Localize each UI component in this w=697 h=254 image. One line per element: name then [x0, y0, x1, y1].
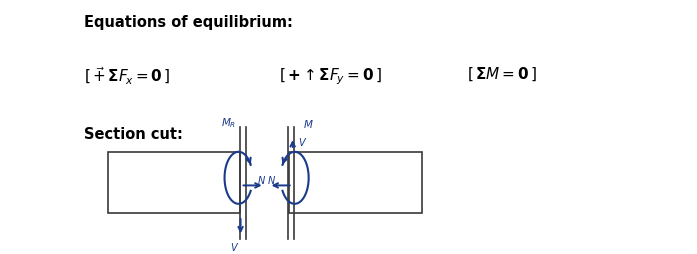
Text: N: N: [257, 177, 265, 186]
Text: Section cut:: Section cut:: [84, 127, 183, 142]
Text: $[\,\vec{+}\,\mathbf{\Sigma} \mathbf{\it{F}}_{\!\mathit{x}} = \mathbf{0}\,]$: $[\,\vec{+}\,\mathbf{\Sigma} \mathbf{\it…: [84, 66, 170, 87]
Text: $V$: $V$: [230, 241, 239, 253]
Bar: [108, 152, 240, 213]
Text: Equations of equilibrium:: Equations of equilibrium:: [84, 15, 293, 30]
Text: $V$: $V$: [298, 136, 307, 148]
Text: $[\,\mathbf{+}\uparrow\mathbf{\Sigma} \mathbf{\it{F}}_{\!\mathit{y}} = \mathbf{0: $[\,\mathbf{+}\uparrow\mathbf{\Sigma} \m…: [279, 66, 382, 87]
Text: N: N: [268, 177, 275, 186]
Text: $M$: $M$: [303, 118, 314, 130]
Text: $M_R$: $M_R$: [221, 116, 236, 130]
Text: $[\,\mathbf{\Sigma}\mathbf{\it{M}} = \mathbf{0}\,]$: $[\,\mathbf{\Sigma}\mathbf{\it{M}} = \ma…: [467, 66, 537, 84]
Bar: [289, 152, 422, 213]
